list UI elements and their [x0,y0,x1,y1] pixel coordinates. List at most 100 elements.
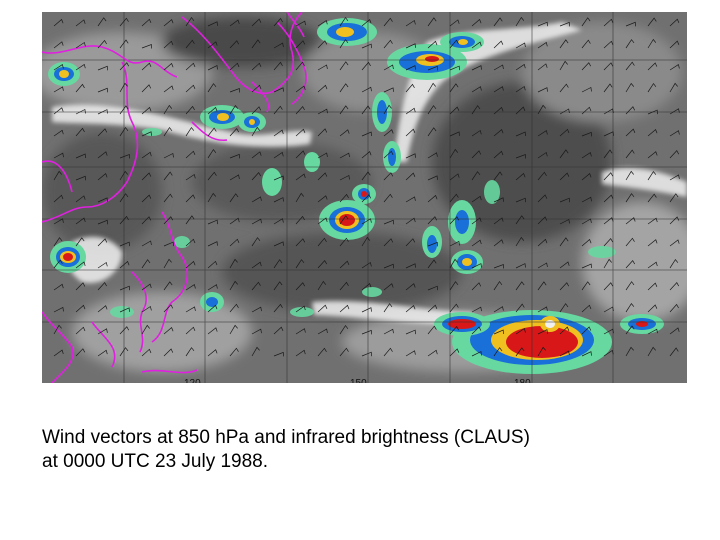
wind-barb [449,258,458,269]
wind-barb [295,215,305,225]
wind-barb [53,218,64,225]
wind-barb [669,40,680,49]
wind-barb [559,149,569,159]
wind-barb [515,303,525,313]
wind-barb [53,41,64,49]
wind-barb [603,131,614,137]
wind-barb [383,64,394,71]
wind-barb [559,303,569,313]
wind-barb [75,282,86,291]
wind-barb [515,263,526,269]
wind-barb [119,326,130,335]
wind-barb [471,41,482,49]
wind-barb [75,63,86,71]
wind-barb [141,194,152,203]
wind-barb [449,348,460,357]
wind-barb [625,21,636,27]
wind-barb [339,193,349,203]
wind-barb [669,216,680,225]
wind-barb [97,17,107,27]
wind-barb [449,216,460,225]
wind-barb [295,61,305,71]
wind-barb [361,61,371,71]
wind-barb [405,283,416,291]
wind-barb [405,43,416,49]
wind-barb [493,86,504,93]
wind-barb [405,19,416,27]
wind-barb [603,83,613,93]
wind-barb [383,193,393,203]
wind-barb [493,239,504,247]
wind-barb [361,351,372,357]
wind-barb [581,281,591,291]
wind-barb [361,171,371,181]
wind-barb [207,148,217,159]
wind-barb [339,260,350,269]
wind-barb [427,325,437,335]
wind-barb [185,62,196,71]
wind-barb [273,129,284,137]
wind-barb [537,87,548,93]
wind-barb [405,128,416,137]
wind-barb [53,259,63,269]
wind-barb [603,282,614,291]
wind-barb [273,259,283,269]
wind-barb [361,86,372,93]
wind-barb [427,82,436,93]
wind-barb [383,219,394,225]
wind-barb [647,129,658,137]
wind-barb [537,262,548,269]
wind-barb [163,281,173,291]
wind-barb [515,328,526,335]
wind-barb [383,283,394,291]
wind-barb [537,151,548,159]
wind-barb [273,303,283,313]
wind-barb [163,152,174,159]
wind-barb [581,131,592,137]
wind-barb [361,19,372,27]
wind-barb [405,217,416,225]
wind-barb [273,87,284,93]
wind-barb [75,195,86,203]
wind-barb [207,83,217,93]
wind-barb [405,305,416,313]
wind-barb [515,236,525,247]
wind-barb [471,18,482,27]
wind-barb [339,304,350,313]
wind-barb [427,241,438,247]
wind-barb [493,40,504,49]
wind-barb [537,306,548,313]
wind-barb [405,350,416,357]
wind-barb [53,18,64,27]
wind-barb [537,329,548,335]
wind-barb [625,193,635,203]
wind-barb [471,129,482,137]
wind-barb [119,82,128,93]
wind-barb [207,219,218,225]
wind-barb [427,175,438,181]
wind-barb [625,39,635,49]
wind-barb [603,238,614,247]
wind-barb [361,105,371,115]
wind-barb [603,258,612,269]
wind-barb [53,86,64,93]
wind-barb [295,305,306,313]
wind-barb [75,304,86,313]
wind-barb [163,104,173,115]
wind-barb [471,326,482,335]
wind-barb [603,306,614,313]
wind-barb [185,306,196,313]
wind-barb [317,19,328,27]
wind-barb [185,194,196,203]
wind-barb [163,241,174,247]
wind-barb [449,240,460,247]
wind-barb [97,87,108,93]
wind-barb [295,259,305,269]
wind-barb [669,82,678,93]
wind-barb [251,218,262,225]
wind-barb [295,20,306,27]
wind-barb [361,194,372,203]
wind-barb [141,216,152,225]
wind-barb [471,105,481,115]
wind-barb [669,347,679,357]
